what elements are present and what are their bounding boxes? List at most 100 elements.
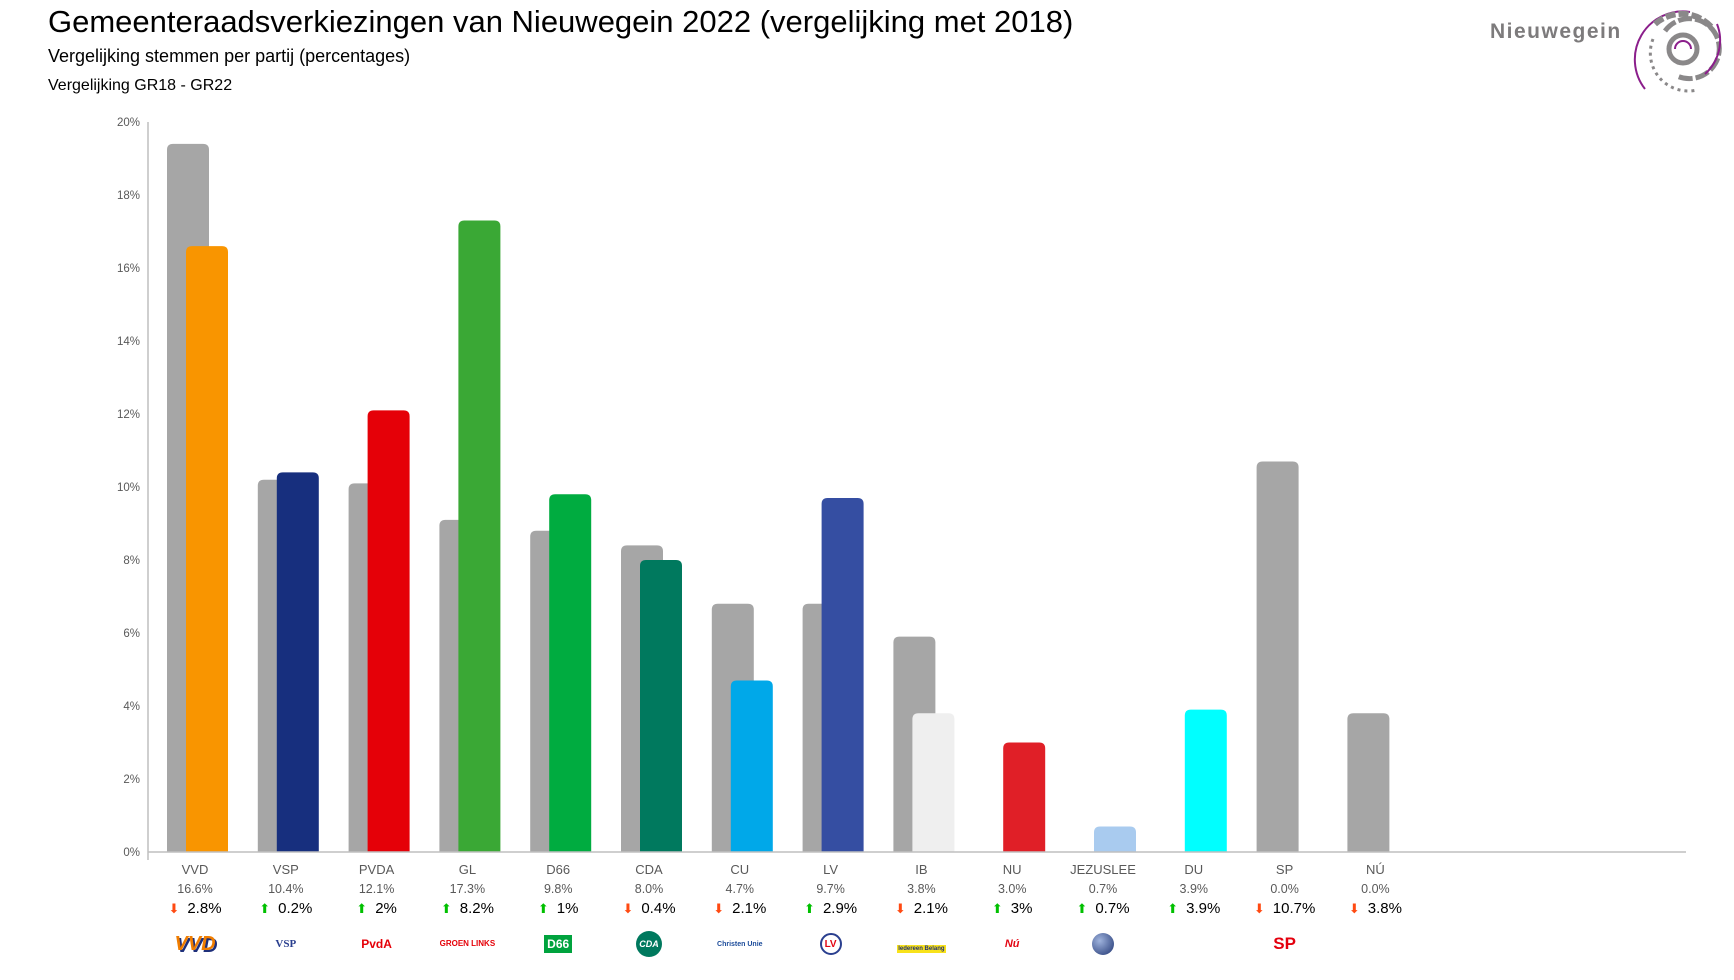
party-percentage: 16.6% <box>177 882 213 896</box>
bar-gr22-jezuslee <box>1094 826 1136 852</box>
party-name: PVDA <box>358 862 395 877</box>
party-percentage: 17.3% <box>449 882 486 896</box>
arrow-down-icon: ⬇ <box>622 901 634 916</box>
party-change: ⬇ 10.7% <box>1235 900 1335 917</box>
party-change: ⬇ 2.8% <box>145 900 245 917</box>
logo-mark-icon: D66 <box>544 935 573 953</box>
party-percentage: 10.4% <box>268 882 304 896</box>
logo-mark-icon: PvdA <box>361 937 392 951</box>
party-change: ⬆ 3% <box>962 900 1062 917</box>
party-change: ⬆ 3.9% <box>1144 900 1244 917</box>
y-tick-label: 14% <box>117 336 140 348</box>
change-value: 2.9% <box>822 900 858 917</box>
party-name: IB <box>915 862 928 877</box>
party-name: SP <box>1275 862 1294 877</box>
arrow-up-icon: ⬆ <box>537 901 549 916</box>
bar-gr22-gl <box>458 220 501 853</box>
bar-gr22-vsp <box>276 472 319 852</box>
party-change: ⬇ 2.1% <box>690 900 790 917</box>
party-name: VVD <box>181 862 209 877</box>
change-value: 0.7% <box>1095 900 1130 917</box>
bar-gr22-cda <box>640 560 682 852</box>
party-percentage: 8.0% <box>634 882 664 896</box>
party-logo-cda: CDA <box>599 931 699 957</box>
y-tick-label: 18% <box>117 190 140 202</box>
party-change: ⬆ 2.9% <box>781 900 881 917</box>
change-value: 0.4% <box>641 900 676 917</box>
arrow-down-icon: ⬇ <box>168 901 180 916</box>
change-value: 3% <box>1010 900 1033 917</box>
party-logo-jezuslee <box>1053 932 1153 956</box>
party-logo-vvd: VVD <box>145 932 245 956</box>
bar-gr22-vvd <box>186 246 228 853</box>
logo-mark-icon: VSP <box>275 938 297 950</box>
logo-mark-icon: CDA <box>636 931 662 957</box>
party-name: CU <box>730 862 750 877</box>
party-name: LV <box>823 862 839 877</box>
party-logo-d66: D66 <box>508 932 608 956</box>
bar-gr22-pvda <box>367 410 410 852</box>
arrow-down-icon: ⬇ <box>1253 901 1265 916</box>
y-tick-label: 8% <box>123 555 140 567</box>
y-tick-label: 0% <box>123 847 140 859</box>
nieuwegein-logo-icon <box>1633 10 1722 93</box>
party-logo-lv: LV <box>781 932 881 956</box>
arrow-up-icon: ⬆ <box>356 901 368 916</box>
logo-mark-icon: SP <box>1273 934 1296 953</box>
bar-gr22-cu <box>730 680 773 852</box>
party-change: ⬆ 0.2% <box>236 900 336 917</box>
change-value: 3.9% <box>1186 900 1221 917</box>
party-percentage: 3.9% <box>1179 882 1209 896</box>
arrow-up-icon: ⬆ <box>1167 901 1179 916</box>
party-logo-gl: GROEN LINKS <box>417 932 517 956</box>
party-percentage: 0.0% <box>1270 882 1299 896</box>
party-logo-sp: SP <box>1235 932 1335 956</box>
y-tick-label: 10% <box>117 482 140 494</box>
party-name: CDA <box>635 862 663 877</box>
arrow-down-icon: ⬇ <box>894 901 906 916</box>
arrow-up-icon: ⬆ <box>440 901 452 916</box>
logo-mark-icon: GROEN LINKS <box>439 939 496 948</box>
party-percentage: 0.0% <box>1361 882 1390 896</box>
party-percentage: 9.7% <box>816 882 845 896</box>
party-name: VSP <box>272 862 299 877</box>
arrow-down-icon: ⬇ <box>1348 901 1360 916</box>
party-percentage: 3.8% <box>907 882 936 896</box>
party-logo-cu: Christen Unie <box>690 932 790 956</box>
change-value: 8.2% <box>459 900 494 917</box>
bar-gr22-nu <box>1003 742 1046 852</box>
bar-gr22-ib <box>912 713 955 852</box>
logo-mark-icon: Iedereen Belang <box>897 945 946 953</box>
party-change: ⬆ 0.7% <box>1053 900 1153 917</box>
change-value: 0.2% <box>278 900 313 917</box>
party-change: ⬇ 2.1% <box>871 900 971 917</box>
y-tick-label: 16% <box>117 263 140 275</box>
y-tick-label: 4% <box>123 701 140 713</box>
bar-gr18-nú <box>1347 713 1390 852</box>
change-value: 2% <box>375 900 397 917</box>
logo-mark-icon: Nú <box>1004 938 1020 950</box>
party-name: DU <box>1184 862 1204 877</box>
party-name: NÚ <box>1366 862 1385 877</box>
party-change: ⬆ 2% <box>327 900 427 917</box>
arrow-up-icon: ⬆ <box>259 901 271 916</box>
bar-gr18-sp <box>1256 461 1299 852</box>
y-tick-label: 2% <box>123 774 140 786</box>
bar-gr22-d66 <box>549 494 592 852</box>
change-value: 1% <box>556 900 579 917</box>
bar-gr22-lv <box>821 497 864 852</box>
chart-subtitle: Vergelijking stemmen per partij (percent… <box>48 46 411 66</box>
brand-name: Nieuwegein <box>1490 20 1622 43</box>
party-percentage: 12.1% <box>358 882 395 896</box>
party-change: ⬆ 8.2% <box>417 900 517 917</box>
change-value: 2.1% <box>913 900 948 917</box>
y-tick-label: 20% <box>117 117 140 129</box>
y-tick-label: 12% <box>117 409 140 421</box>
change-value: 3.8% <box>1367 900 1402 917</box>
party-name: GL <box>458 862 477 877</box>
arrow-up-icon: ⬆ <box>991 901 1003 916</box>
party-logo-nu: Nú <box>962 932 1062 956</box>
arrow-up-icon: ⬆ <box>1076 901 1088 916</box>
logo-mark-icon: Christen Unie <box>717 940 763 948</box>
